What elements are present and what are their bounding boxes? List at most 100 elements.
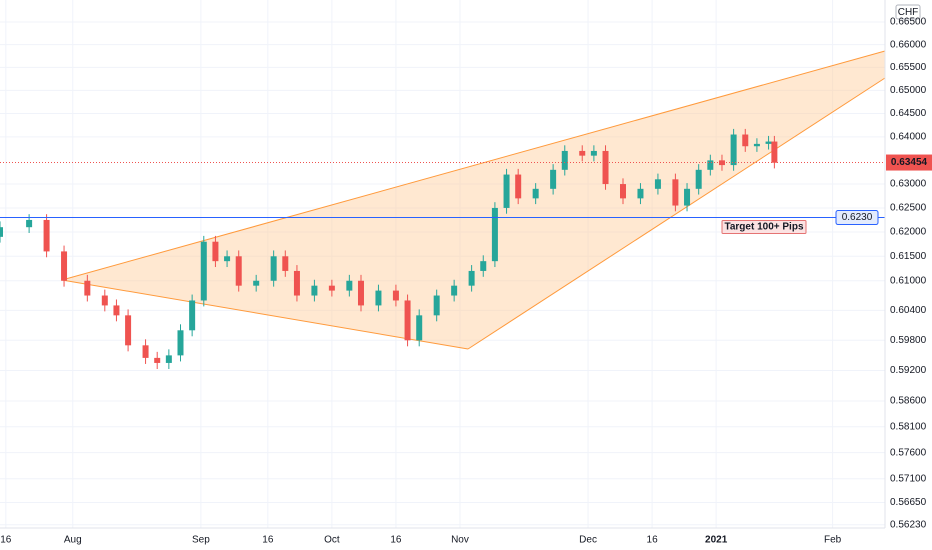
y-tick-label: 0.64500: [890, 108, 927, 119]
candle-body: [0, 227, 3, 237]
candle-body: [742, 134, 749, 147]
candle-body: [602, 150, 609, 185]
candle-body: [113, 305, 120, 316]
candle-body: [718, 160, 725, 166]
candle-body: [451, 285, 458, 296]
x-tick-label: 16: [0, 535, 12, 546]
candle-body: [270, 256, 277, 281]
candle-body: [61, 251, 68, 281]
candle-body: [328, 285, 335, 291]
y-tick-label: 0.57600: [890, 447, 927, 458]
candle-body: [416, 315, 423, 341]
candle-body: [26, 219, 33, 228]
candle-body: [515, 174, 522, 199]
candle-body: [480, 261, 487, 271]
candle-body: [253, 280, 260, 286]
candle-body: [672, 179, 679, 206]
y-tick-label: 0.64000: [890, 131, 927, 142]
overlay: 0.6230 Target 100+ Pips 0.63454: [0, 154, 932, 235]
candle-body: [282, 256, 289, 271]
candles: [0, 128, 778, 370]
currency-box: [895, 4, 921, 20]
x-tick-label: Feb: [824, 535, 842, 546]
wedge-lower-line: [61, 279, 469, 350]
candle-body: [771, 141, 778, 163]
y-tick-label: 0.66500: [890, 17, 927, 28]
candle-body: [468, 270, 475, 286]
x-tick-label: Aug: [64, 535, 82, 546]
candle-body: [561, 150, 568, 170]
candle-body: [177, 330, 184, 356]
candle-body: [532, 188, 539, 199]
candle-body: [579, 150, 586, 156]
wedge-upper-line: [61, 50, 886, 281]
candle-body: [491, 207, 498, 262]
y-tick-label: 0.65500: [890, 62, 927, 73]
y-tick-label: 0.57100: [890, 473, 927, 484]
y-tick-label: 0.66000: [890, 39, 927, 50]
level-label-box: [835, 210, 879, 226]
annotation-box: [721, 220, 807, 235]
y-tick-label: 0.61500: [890, 251, 927, 262]
candle-body: [550, 169, 557, 189]
y-tick-label: 0.65000: [890, 85, 927, 96]
candle-body: [619, 184, 626, 199]
candle-body: [590, 150, 597, 156]
x-tick-label: 16: [262, 535, 274, 546]
x-tick-label: 16: [390, 535, 402, 546]
y-tick-label: 0.62500: [890, 203, 927, 214]
last-price-box: [886, 154, 932, 171]
candle-body: [224, 256, 231, 262]
x-tick-label: 16: [647, 535, 659, 546]
candle-body: [730, 134, 737, 166]
x-tick-label: Oct: [324, 535, 340, 546]
candle-body: [293, 270, 300, 296]
y-tick-label: 0.60400: [890, 305, 927, 316]
candle-body: [142, 345, 149, 358]
y-tick-label: 0.56230: [890, 519, 927, 530]
candle-body: [346, 280, 353, 291]
level-label: 0.6230: [842, 212, 873, 223]
candle-body: [433, 295, 440, 316]
grid: [0, 0, 885, 528]
currency-label: CHF: [898, 7, 919, 18]
candle-body: [707, 160, 714, 170]
y-tick-label: 0.63000: [890, 179, 927, 190]
candle-body: [654, 179, 661, 189]
candle-body: [375, 290, 382, 306]
last-price-label: 0.63454: [891, 157, 928, 168]
x-tick-label: Sep: [192, 535, 210, 546]
y-tick-label: 0.59800: [890, 335, 927, 346]
candle-body: [189, 300, 196, 331]
candle-body: [154, 357, 161, 363]
x-tick-label: Dec: [579, 535, 597, 546]
x-tick-label: 2021: [705, 535, 728, 546]
y-tick-label: 0.58100: [890, 421, 927, 432]
candle-body: [165, 355, 172, 363]
wedge-rising-line: [467, 77, 886, 350]
candle-body: [311, 285, 318, 296]
candle-body: [753, 143, 760, 147]
candle-body: [404, 300, 411, 341]
y-tick-label: 0.59200: [890, 365, 927, 376]
annotation: Target 100+ Pips: [724, 222, 803, 233]
candle-body: [392, 290, 399, 301]
candle-body: [43, 219, 50, 252]
candle-body: [503, 174, 510, 208]
y-tick-label: 0.61000: [890, 275, 927, 286]
candle-body: [212, 241, 219, 262]
candle-body: [125, 315, 132, 346]
candle-body: [200, 241, 207, 301]
candle-body: [84, 280, 91, 296]
candle-body: [235, 256, 242, 286]
y-tick-label: 0.56650: [890, 497, 927, 508]
y-tick-label: 0.58600: [890, 396, 927, 407]
y-tick-label: 0.62000: [890, 227, 927, 238]
candle-body: [695, 169, 702, 189]
x-tick-label: Nov: [451, 535, 469, 546]
candle-body: [637, 188, 644, 199]
wedge-fill: [62, 51, 885, 349]
candle-body: [765, 141, 772, 144]
